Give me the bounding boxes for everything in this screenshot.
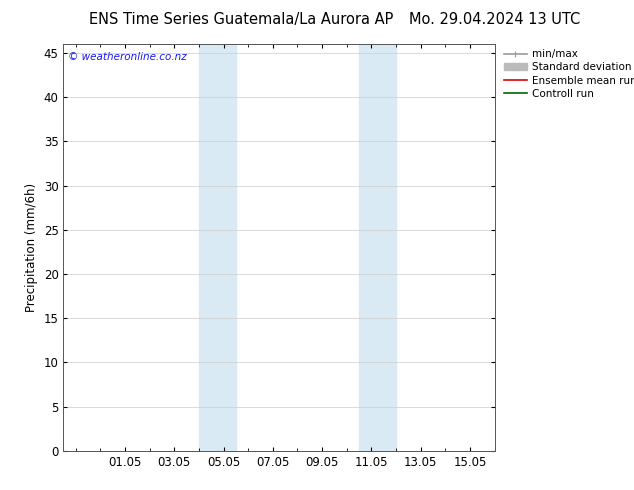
Text: © weatheronline.co.nz: © weatheronline.co.nz xyxy=(68,52,186,62)
Y-axis label: Precipitation (mm/6h): Precipitation (mm/6h) xyxy=(25,183,38,312)
Bar xyxy=(199,44,236,451)
Bar xyxy=(359,44,396,451)
Text: Mo. 29.04.2024 13 UTC: Mo. 29.04.2024 13 UTC xyxy=(409,12,580,27)
Text: ENS Time Series Guatemala/La Aurora AP: ENS Time Series Guatemala/La Aurora AP xyxy=(89,12,393,27)
Legend: min/max, Standard deviation, Ensemble mean run, Controll run: min/max, Standard deviation, Ensemble me… xyxy=(504,49,634,98)
